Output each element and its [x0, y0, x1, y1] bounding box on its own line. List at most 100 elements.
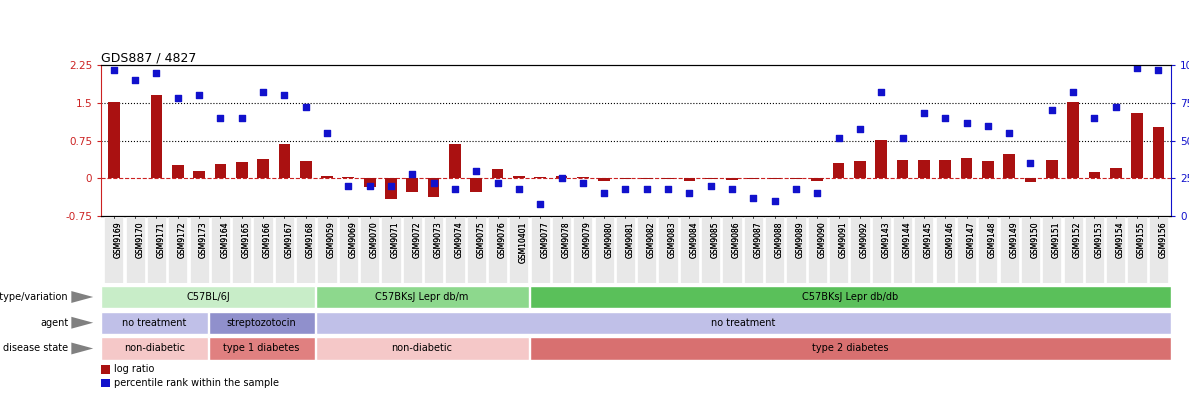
Text: GSM9166: GSM9166: [263, 221, 272, 258]
Bar: [1152, 127, 1164, 178]
Point: [1127, 65, 1146, 72]
Point: [807, 190, 826, 196]
FancyBboxPatch shape: [914, 217, 933, 283]
Point: [659, 186, 678, 192]
Point: [1021, 160, 1040, 166]
Bar: [101, 365, 111, 374]
Bar: [101, 379, 111, 387]
Bar: [512, 176, 524, 178]
Text: GSM9059: GSM9059: [327, 221, 336, 258]
Point: [467, 168, 486, 174]
Text: GSM9089: GSM9089: [795, 221, 805, 258]
Text: GSM9154: GSM9154: [1115, 221, 1125, 258]
Bar: [407, 178, 419, 192]
Point: [1149, 67, 1168, 73]
Point: [189, 92, 208, 99]
Text: GSM9164: GSM9164: [220, 221, 229, 258]
Text: GSM9152: GSM9152: [1074, 221, 1082, 258]
FancyBboxPatch shape: [936, 217, 955, 283]
Point: [1084, 115, 1103, 121]
Text: GSM9151: GSM9151: [1052, 221, 1061, 258]
FancyBboxPatch shape: [1021, 217, 1040, 283]
FancyBboxPatch shape: [594, 217, 614, 283]
FancyBboxPatch shape: [616, 217, 635, 283]
FancyBboxPatch shape: [168, 217, 188, 283]
Polygon shape: [71, 291, 93, 303]
Text: GSM9169: GSM9169: [114, 221, 122, 258]
Text: non-diabetic: non-diabetic: [391, 343, 453, 354]
Text: GSM9080: GSM9080: [604, 221, 614, 258]
FancyBboxPatch shape: [872, 217, 891, 283]
FancyBboxPatch shape: [382, 217, 401, 283]
Text: GSM9090: GSM9090: [817, 221, 826, 258]
FancyBboxPatch shape: [210, 217, 229, 283]
Bar: [321, 176, 333, 178]
Bar: [811, 178, 823, 181]
Text: GDS887 / 4827: GDS887 / 4827: [101, 51, 196, 64]
Text: GSM9147: GSM9147: [967, 221, 975, 258]
Text: GSM9076: GSM9076: [497, 221, 507, 258]
Text: GSM9081: GSM9081: [625, 221, 635, 258]
Point: [487, 179, 507, 186]
Text: GSM9156: GSM9156: [1158, 221, 1168, 258]
Text: GSM9085: GSM9085: [711, 221, 719, 258]
Text: GSM9079: GSM9079: [583, 221, 592, 258]
Text: GSM9144: GSM9144: [902, 221, 912, 258]
FancyBboxPatch shape: [1106, 217, 1125, 283]
Bar: [641, 178, 653, 179]
Bar: [897, 160, 908, 178]
Bar: [705, 178, 717, 179]
Text: GSM9149: GSM9149: [1009, 221, 1018, 258]
Text: GSM9153: GSM9153: [1094, 221, 1103, 258]
Text: GSM9169: GSM9169: [114, 221, 122, 258]
Point: [914, 110, 933, 117]
Text: GSM9152: GSM9152: [1074, 221, 1082, 258]
Text: non-diabetic: non-diabetic: [124, 343, 185, 354]
FancyBboxPatch shape: [957, 217, 976, 283]
Point: [936, 115, 955, 121]
Text: GSM10401: GSM10401: [518, 221, 528, 263]
Text: GSM9148: GSM9148: [988, 221, 996, 258]
Bar: [492, 169, 503, 178]
Text: GSM9164: GSM9164: [220, 221, 229, 258]
Text: GSM9148: GSM9148: [988, 221, 996, 258]
FancyBboxPatch shape: [702, 217, 721, 283]
Bar: [1004, 154, 1015, 178]
Bar: [939, 160, 951, 178]
Text: GSM9154: GSM9154: [1115, 221, 1125, 258]
Text: GSM9071: GSM9071: [391, 221, 400, 258]
Text: no treatment: no treatment: [711, 318, 775, 328]
Point: [829, 134, 848, 141]
Bar: [982, 161, 994, 178]
Bar: [471, 178, 482, 192]
Bar: [662, 178, 674, 179]
Text: GSM9166: GSM9166: [263, 221, 272, 258]
Polygon shape: [71, 343, 93, 354]
Text: GSM9069: GSM9069: [348, 221, 358, 258]
Point: [232, 115, 251, 121]
Bar: [529, 286, 1171, 308]
Text: GSM9173: GSM9173: [199, 221, 208, 258]
Point: [680, 190, 699, 196]
FancyBboxPatch shape: [1127, 217, 1146, 283]
Bar: [918, 160, 930, 178]
Text: GSM9143: GSM9143: [881, 221, 891, 258]
Text: GSM9156: GSM9156: [1158, 221, 1168, 258]
FancyBboxPatch shape: [807, 217, 826, 283]
Bar: [1046, 160, 1058, 178]
Point: [126, 77, 145, 84]
Bar: [108, 102, 120, 178]
Bar: [257, 159, 269, 178]
Bar: [101, 312, 208, 334]
Point: [530, 201, 549, 207]
Text: C57BKsJ Lepr db/m: C57BKsJ Lepr db/m: [376, 292, 468, 302]
Text: GSM9150: GSM9150: [1031, 221, 1039, 258]
Text: GSM9087: GSM9087: [754, 221, 762, 258]
Text: GSM9077: GSM9077: [540, 221, 549, 258]
Bar: [385, 178, 397, 199]
Text: GSM9071: GSM9071: [391, 221, 400, 258]
Bar: [619, 178, 631, 179]
Bar: [315, 312, 1171, 334]
Bar: [529, 337, 1171, 360]
Text: GSM9150: GSM9150: [1031, 221, 1039, 258]
